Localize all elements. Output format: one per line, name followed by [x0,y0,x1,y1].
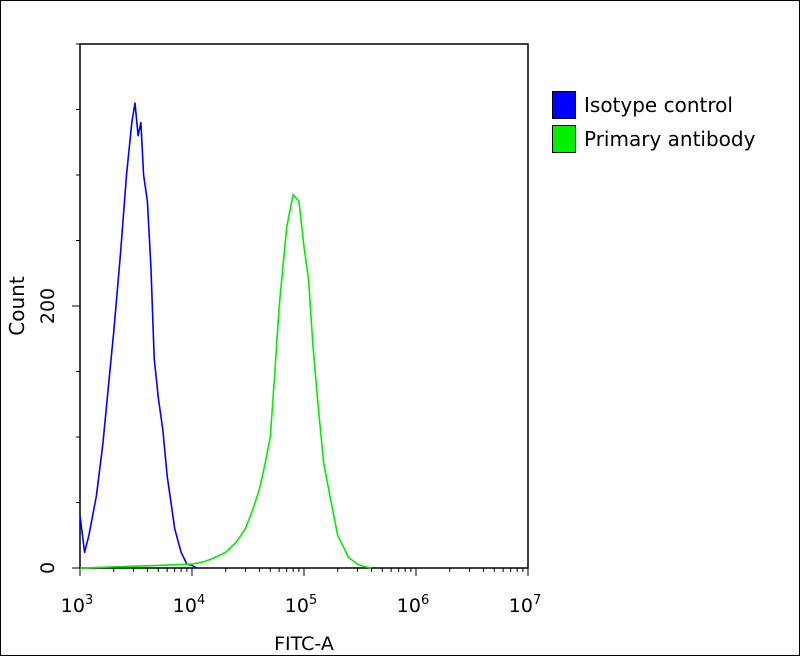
legend-label-isotype-control: Isotype control [584,93,733,117]
plot-area [79,43,529,569]
x-tick-label-base: 10 [173,595,197,617]
x-tick-label-base: 10 [397,595,421,617]
x-tick-label-exponent: 7 [533,593,541,608]
legend-swatch-blue [552,91,576,119]
legend-item-primary-antibody: Primary antibody [552,122,755,156]
legend: Isotype control Primary antibody [552,88,755,156]
x-tick-label: 106 [397,593,429,617]
x-tick-label-exponent: 4 [197,593,205,608]
x-tick-label-base: 10 [61,595,85,617]
x-tick-label-exponent: 3 [85,593,93,608]
legend-item-isotype-control: Isotype control [552,88,755,122]
y-axis-label: Count [5,276,29,336]
y-tick-label: 200 [37,288,59,324]
primary-antibody-curve [79,193,372,569]
x-tick-label: 107 [509,593,541,617]
legend-label-primary-antibody: Primary antibody [584,127,756,151]
legend-swatch-green [552,125,576,153]
x-tick-label: 104 [173,593,205,617]
x-axis-label: FITC-A [274,633,334,655]
x-tick-label: 103 [61,593,93,617]
x-tick-label-exponent: 6 [421,593,429,608]
x-tick-label-base: 10 [285,595,309,617]
x-tick-label-exponent: 5 [309,593,317,608]
x-tick-label: 105 [285,593,317,617]
y-tick-label: 0 [37,562,59,574]
isotype-control-curve [79,102,197,569]
x-tick-label-base: 10 [509,595,533,617]
